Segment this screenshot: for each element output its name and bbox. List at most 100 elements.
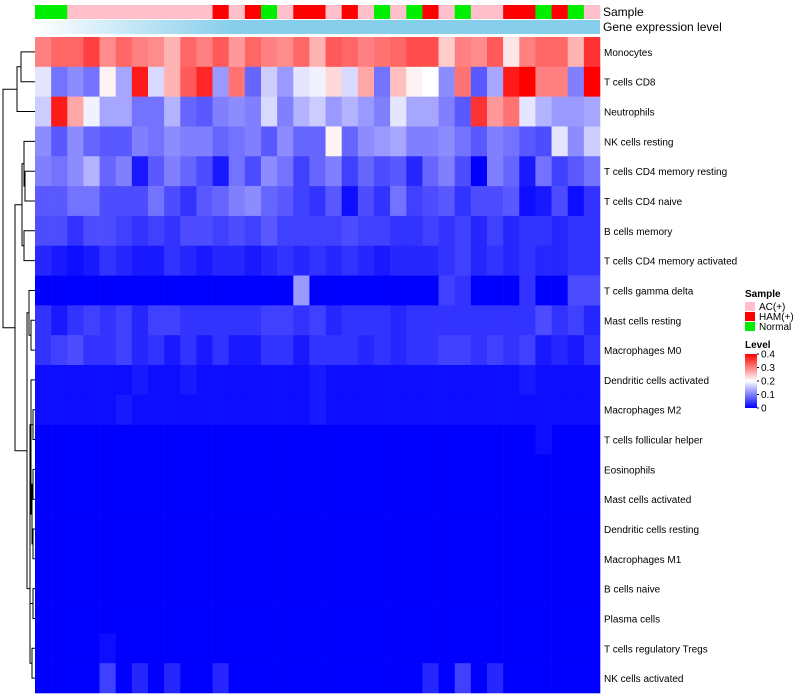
heatmap-cell — [115, 484, 133, 515]
heatmap-cell — [325, 484, 343, 515]
heatmap-cell — [164, 484, 181, 515]
heatmap-cell — [503, 633, 520, 664]
heatmap-cell — [390, 126, 407, 157]
heatmap-cell — [148, 394, 165, 425]
heatmap-cell — [164, 573, 181, 604]
heatmap-cell — [374, 543, 391, 575]
dendrogram-branch — [2, 88, 17, 329]
heatmap-cell — [357, 365, 375, 396]
heatmap-cell — [390, 305, 407, 336]
heatmap-cell — [567, 394, 585, 425]
heatmap-cell — [583, 484, 601, 515]
heatmap-cell — [374, 365, 391, 396]
heatmap-cell — [438, 365, 456, 396]
heatmap-cell — [99, 394, 117, 425]
heatmap-cell — [454, 96, 472, 127]
heatmap-cell — [99, 186, 117, 217]
heatmap-cell — [470, 96, 488, 127]
heatmap-cell — [228, 335, 246, 366]
heatmap-cell — [374, 186, 391, 217]
heatmap-cell — [567, 245, 585, 276]
heatmap-cell — [341, 126, 359, 157]
heatmap-cell — [583, 454, 601, 485]
sample-annotation-cell — [261, 5, 278, 19]
heatmap-cell — [422, 335, 439, 366]
heatmap-cell — [293, 543, 310, 575]
heatmap-cell — [131, 186, 149, 217]
heatmap-cell — [228, 156, 246, 187]
sample-annotation-cell — [196, 5, 213, 19]
heatmap-cell — [293, 365, 310, 396]
heatmap-cell — [454, 37, 472, 68]
dendrogram-branch — [29, 424, 33, 604]
heatmap-cell — [406, 484, 423, 515]
heatmap-cell — [341, 514, 359, 545]
heatmap-cell — [454, 514, 472, 545]
heatmap-cell — [131, 305, 149, 336]
heatmap-cell — [244, 454, 262, 485]
heatmap-cell — [535, 335, 552, 366]
heatmap-cell — [261, 424, 278, 455]
heatmap-cell — [503, 37, 520, 68]
heatmap-cells — [35, 37, 601, 694]
heatmap-cell — [180, 215, 197, 247]
heatmap-cell — [551, 573, 569, 604]
heatmap-cell — [180, 603, 197, 634]
heatmap-cell — [115, 37, 133, 68]
heatmap-cell — [148, 573, 165, 604]
heatmap-cell — [583, 543, 601, 575]
heatmap-cell — [325, 37, 343, 68]
heatmap-cell — [277, 484, 294, 515]
heatmap-cell — [244, 215, 262, 247]
heatmap-cell — [454, 394, 472, 425]
heatmap-cell — [341, 275, 359, 306]
sample-annotation-cell — [503, 5, 520, 19]
heatmap-cell — [51, 633, 68, 664]
heatmap-cell — [583, 424, 601, 455]
heatmap-cell — [341, 573, 359, 604]
heatmap-cell — [228, 66, 246, 97]
heatmap-cell — [148, 275, 165, 306]
heatmap-cell — [357, 156, 375, 187]
heatmap-cell — [503, 514, 520, 545]
heatmap-cell — [164, 424, 181, 455]
heatmap-cell — [99, 275, 117, 306]
heatmap-cell — [487, 365, 504, 396]
heatmap-cell — [180, 96, 197, 127]
heatmap-cell — [438, 156, 456, 187]
heatmap-cell — [212, 424, 230, 455]
heatmap-cell — [196, 126, 213, 157]
heatmap-cell — [519, 275, 536, 306]
heatmap-cell — [228, 215, 246, 247]
heatmap-cell — [131, 394, 149, 425]
heatmap-cell — [261, 394, 278, 425]
heatmap-cell — [115, 633, 133, 664]
heatmap-cell — [519, 543, 536, 575]
heatmap-cell — [487, 66, 504, 97]
heatmap-cell — [406, 156, 423, 187]
heatmap-cell — [519, 96, 536, 127]
heatmap-cell — [196, 96, 213, 127]
heatmap-cell — [131, 573, 149, 604]
heatmap-cell — [454, 484, 472, 515]
track-label-sample: Sample — [603, 5, 644, 19]
heatmap-cell — [293, 215, 310, 247]
heatmap-cell — [583, 96, 601, 127]
heatmap-cell — [228, 603, 246, 634]
heatmap-cell — [35, 37, 52, 68]
heatmap-cell — [148, 126, 165, 157]
heatmap-cell — [341, 365, 359, 396]
heatmap-cell — [309, 275, 326, 306]
heatmap-cell — [390, 633, 407, 664]
heatmap-cell — [277, 96, 294, 127]
heatmap-cell — [51, 424, 68, 455]
heatmap-cell — [228, 424, 246, 455]
heatmap-cell — [131, 663, 149, 694]
heatmap-cell — [309, 66, 326, 97]
heatmap-cell — [422, 573, 439, 604]
heatmap-cell — [131, 126, 149, 157]
sample-annotation-cell — [309, 5, 326, 19]
heatmap-cell — [35, 573, 52, 604]
heatmap-cell — [244, 335, 262, 366]
heatmap-cell — [422, 603, 439, 634]
